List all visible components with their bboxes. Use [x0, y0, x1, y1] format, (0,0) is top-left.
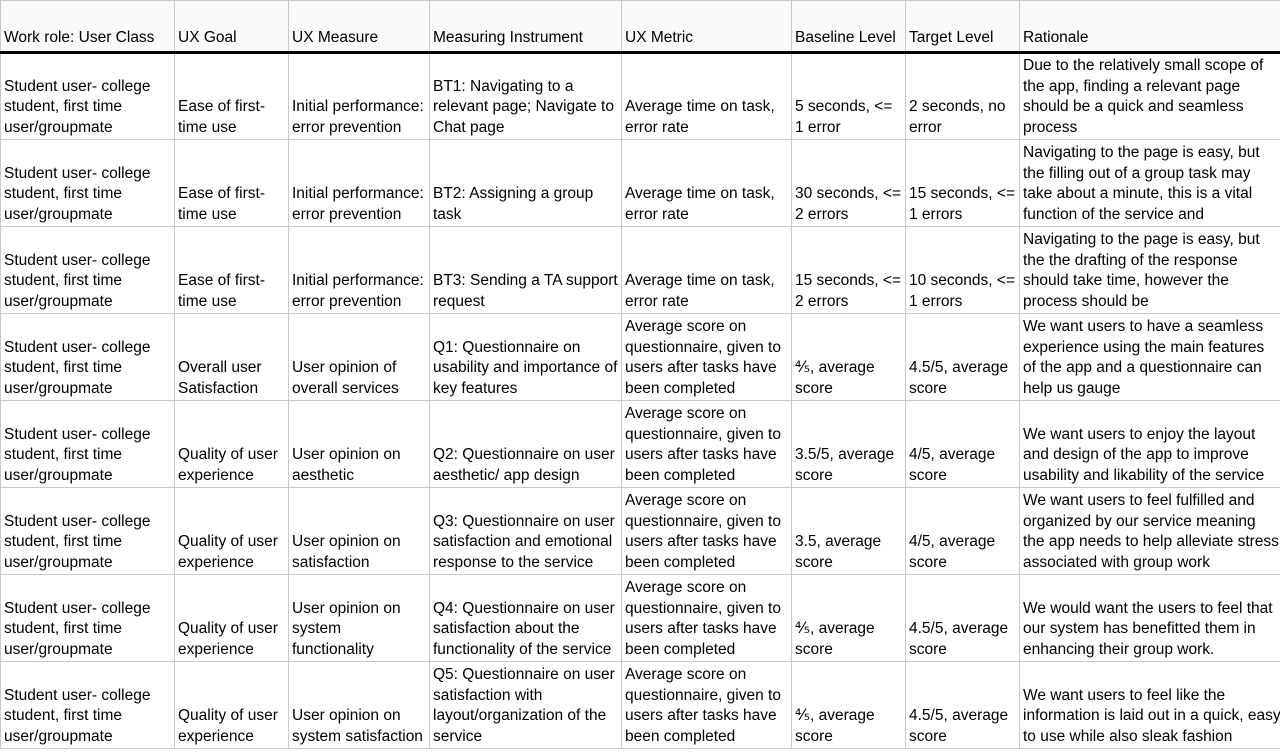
- cell-ux-metric[interactable]: Average score on questionnaire, given to…: [621, 487, 792, 575]
- cell-baseline-level[interactable]: 15 seconds, <= 2 errors: [791, 226, 906, 314]
- cell-ux-measure[interactable]: User opinion of overall services: [288, 313, 430, 401]
- table-row: Student user- college student, first tim…: [0, 226, 1280, 314]
- cell-baseline-level[interactable]: ⅘, average score: [791, 574, 906, 662]
- cell-rationale[interactable]: Due to the relatively small scope of the…: [1019, 52, 1280, 140]
- cell-target-level[interactable]: 4.5/5, average score: [905, 661, 1020, 749]
- cell-work-role[interactable]: Student user- college student, first tim…: [0, 226, 175, 314]
- cell-ux-metric[interactable]: Average score on questionnaire, given to…: [621, 574, 792, 662]
- cell-work-role[interactable]: Student user- college student, first tim…: [0, 400, 175, 488]
- cell-work-role[interactable]: Student user- college student, first tim…: [0, 139, 175, 227]
- cell-target-level[interactable]: 4/5, average score: [905, 400, 1020, 488]
- cell-rationale[interactable]: Navigating to the page is easy, but the …: [1019, 139, 1280, 227]
- cell-ux-measure[interactable]: Initial performance: error prevention: [288, 52, 430, 140]
- cell-work-role[interactable]: Student user- college student, first tim…: [0, 52, 175, 140]
- table-row: Student user- college student, first tim…: [0, 400, 1280, 488]
- header-ux-measure[interactable]: UX Measure: [288, 0, 430, 53]
- cell-target-level[interactable]: 4.5/5, average score: [905, 313, 1020, 401]
- cell-measuring-instrument[interactable]: Q3: Questionnaire on user satisfaction a…: [429, 487, 622, 575]
- cell-measuring-instrument[interactable]: BT1: Navigating to a relevant page; Navi…: [429, 52, 622, 140]
- header-rationale[interactable]: Rationale: [1019, 0, 1280, 53]
- cell-ux-goal[interactable]: Overall user Satisfaction: [174, 313, 289, 401]
- table-row: Student user- college student, first tim…: [0, 661, 1280, 749]
- cell-ux-measure[interactable]: User opinion on system satisfaction: [288, 661, 430, 749]
- cell-measuring-instrument[interactable]: BT3: Sending a TA support request: [429, 226, 622, 314]
- cell-baseline-level[interactable]: 3.5, average score: [791, 487, 906, 575]
- cell-measuring-instrument[interactable]: Q1: Questionnaire on usability and impor…: [429, 313, 622, 401]
- header-target-level[interactable]: Target Level: [905, 0, 1020, 53]
- table-row: Student user- college student, first tim…: [0, 139, 1280, 227]
- cell-ux-measure[interactable]: Initial performance: error prevention: [288, 139, 430, 227]
- cell-ux-goal[interactable]: Quality of user experience: [174, 400, 289, 488]
- cell-work-role[interactable]: Student user- college student, first tim…: [0, 487, 175, 575]
- cell-ux-metric[interactable]: Average time on task, error rate: [621, 226, 792, 314]
- table-row: Student user- college student, first tim…: [0, 52, 1280, 140]
- cell-work-role[interactable]: Student user- college student, first tim…: [0, 661, 175, 749]
- cell-ux-goal[interactable]: Ease of first-time use: [174, 226, 289, 314]
- cell-ux-metric[interactable]: Average time on task, error rate: [621, 139, 792, 227]
- cell-measuring-instrument[interactable]: Q5: Questionnaire on user satisfaction w…: [429, 661, 622, 749]
- header-ux-goal[interactable]: UX Goal: [174, 0, 289, 53]
- cell-ux-metric[interactable]: Average score on questionnaire, given to…: [621, 313, 792, 401]
- cell-rationale[interactable]: Navigating to the page is easy, but the …: [1019, 226, 1280, 314]
- cell-measuring-instrument[interactable]: Q4: Questionnaire on user satisfaction a…: [429, 574, 622, 662]
- cell-target-level[interactable]: 2 seconds, no error: [905, 52, 1020, 140]
- cell-ux-metric[interactable]: Average score on questionnaire, given to…: [621, 400, 792, 488]
- cell-ux-metric[interactable]: Average score on questionnaire, given to…: [621, 661, 792, 749]
- header-work-role[interactable]: Work role: User Class: [0, 0, 175, 53]
- cell-ux-goal[interactable]: Quality of user experience: [174, 661, 289, 749]
- cell-target-level[interactable]: 15 seconds, <= 1 errors: [905, 139, 1020, 227]
- cell-rationale[interactable]: We want users to enjoy the layout and de…: [1019, 400, 1280, 488]
- cell-baseline-level[interactable]: ⅘, average score: [791, 313, 906, 401]
- cell-target-level[interactable]: 4.5/5, average score: [905, 574, 1020, 662]
- table-row: Student user- college student, first tim…: [0, 487, 1280, 575]
- header-baseline-level[interactable]: Baseline Level: [791, 0, 906, 53]
- header-row: Work role: User Class UX Goal UX Measure…: [0, 0, 1280, 53]
- cell-baseline-level[interactable]: 30 seconds, <= 2 errors: [791, 139, 906, 227]
- cell-work-role[interactable]: Student user- college student, first tim…: [0, 313, 175, 401]
- table-row: Student user- college student, first tim…: [0, 313, 1280, 401]
- cell-target-level[interactable]: 10 seconds, <= 1 errors: [905, 226, 1020, 314]
- cell-baseline-level[interactable]: 5 seconds, <= 1 error: [791, 52, 906, 140]
- cell-ux-measure[interactable]: User opinion on aesthetic: [288, 400, 430, 488]
- header-ux-metric[interactable]: UX Metric: [621, 0, 792, 53]
- cell-rationale[interactable]: We would want the users to feel that our…: [1019, 574, 1280, 662]
- cell-ux-goal[interactable]: Quality of user experience: [174, 574, 289, 662]
- cell-rationale[interactable]: We want users to feel fulfilled and orga…: [1019, 487, 1280, 575]
- cell-baseline-level[interactable]: ⅘, average score: [791, 661, 906, 749]
- cell-ux-goal[interactable]: Ease of first-time use: [174, 52, 289, 140]
- cell-rationale[interactable]: We want users to feel like the informati…: [1019, 661, 1280, 749]
- cell-ux-measure[interactable]: User opinion on satisfaction: [288, 487, 430, 575]
- cell-ux-measure[interactable]: User opinion on system functionality: [288, 574, 430, 662]
- cell-work-role[interactable]: Student user- college student, first tim…: [0, 574, 175, 662]
- cell-measuring-instrument[interactable]: BT2: Assigning a group task: [429, 139, 622, 227]
- cell-measuring-instrument[interactable]: Q2: Questionnaire on user aesthetic/ app…: [429, 400, 622, 488]
- cell-rationale[interactable]: We want users to have a seamless experie…: [1019, 313, 1280, 401]
- cell-ux-metric[interactable]: Average time on task, error rate: [621, 52, 792, 140]
- table-row: Student user- college student, first tim…: [0, 574, 1280, 662]
- header-measuring-instrument[interactable]: Measuring Instrument: [429, 0, 622, 53]
- cell-ux-goal[interactable]: Ease of first-time use: [174, 139, 289, 227]
- cell-baseline-level[interactable]: 3.5/5, average score: [791, 400, 906, 488]
- cell-target-level[interactable]: 4/5, average score: [905, 487, 1020, 575]
- cell-ux-goal[interactable]: Quality of user experience: [174, 487, 289, 575]
- cell-ux-measure[interactable]: Initial performance: error prevention: [288, 226, 430, 314]
